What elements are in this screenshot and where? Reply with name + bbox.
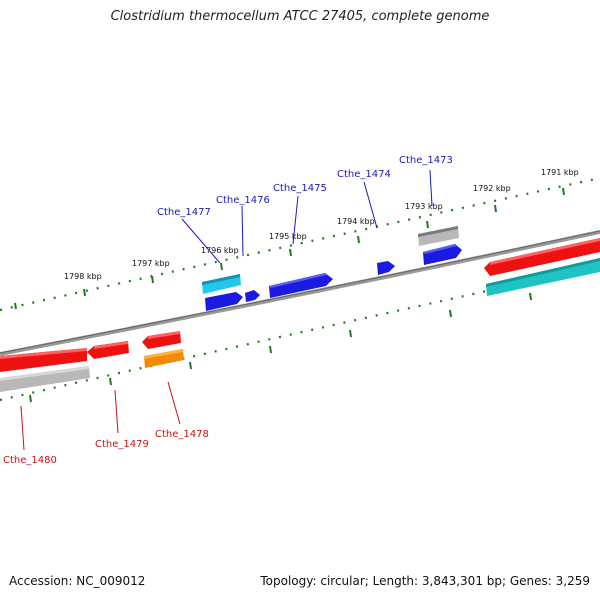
accession-text: Accession: NC_009012 xyxy=(9,574,146,588)
outer-major-ticks xyxy=(14,187,565,310)
gene-feature-cthe-1473[interactable] xyxy=(423,244,462,265)
scale-label-1793: 1793 kbp xyxy=(405,202,443,211)
scale-label-1794: 1794 kbp xyxy=(337,217,375,226)
gene-feature-red-right[interactable] xyxy=(484,238,600,276)
gene-label-cthe-1478: Cthe_1478 xyxy=(155,429,209,440)
reverse-leader-lines xyxy=(20,381,181,451)
gene-feature-cthe-1476[interactable] xyxy=(245,290,260,302)
gene-feature-cthe-1478[interactable] xyxy=(142,331,181,349)
scale-label-1795: 1795 kbp xyxy=(269,232,307,241)
gene-feature-orange-reverse[interactable] xyxy=(144,349,184,368)
forward-leader-lines xyxy=(181,169,433,264)
gene-feature-cthe-1479[interactable] xyxy=(87,341,129,359)
inner-major-ticks xyxy=(29,292,532,403)
scale-label-1796: 1796 kbp xyxy=(201,246,239,255)
gene-label-cthe-1480: Cthe_1480 xyxy=(3,455,57,466)
gene-label-cthe-1476: Cthe_1476 xyxy=(216,195,270,206)
gene-label-cthe-1475: Cthe_1475 xyxy=(273,183,327,194)
gene-feature-gray-reverse[interactable] xyxy=(0,366,90,392)
outer-tick-ring xyxy=(0,176,600,312)
gene-feature-cthe-1477[interactable] xyxy=(205,292,243,311)
gene-feature-cthe-1475[interactable] xyxy=(269,273,333,298)
scale-label-1798: 1798 kbp xyxy=(64,272,102,281)
gene-label-cthe-1474: Cthe_1474 xyxy=(337,169,391,180)
map-title: Clostridium thermocellum ATCC 27405, com… xyxy=(110,9,490,24)
gene-feature-teal-right[interactable] xyxy=(486,258,600,296)
gene-feature-cthe-1474[interactable] xyxy=(377,261,395,275)
gene-feature-gray-forward[interactable] xyxy=(418,226,459,246)
gene-feature-cthe-1480[interactable] xyxy=(0,348,87,372)
gene-label-cthe-1479: Cthe_1479 xyxy=(95,439,149,450)
scale-label-1791: 1791 kbp xyxy=(541,168,579,177)
topology-text: Topology: circular; Length: 3,843,301 bp… xyxy=(260,574,590,588)
genome-backbone-highlight xyxy=(0,230,600,354)
scale-label-1797: 1797 kbp xyxy=(132,259,170,268)
gene-label-cthe-1473: Cthe_1473 xyxy=(399,155,453,166)
genome-backbone xyxy=(0,230,600,356)
gene-feature-cyan-forward[interactable] xyxy=(202,274,241,294)
scale-label-1792: 1792 kbp xyxy=(473,184,511,193)
gene-label-cthe-1477: Cthe_1477 xyxy=(157,207,211,218)
